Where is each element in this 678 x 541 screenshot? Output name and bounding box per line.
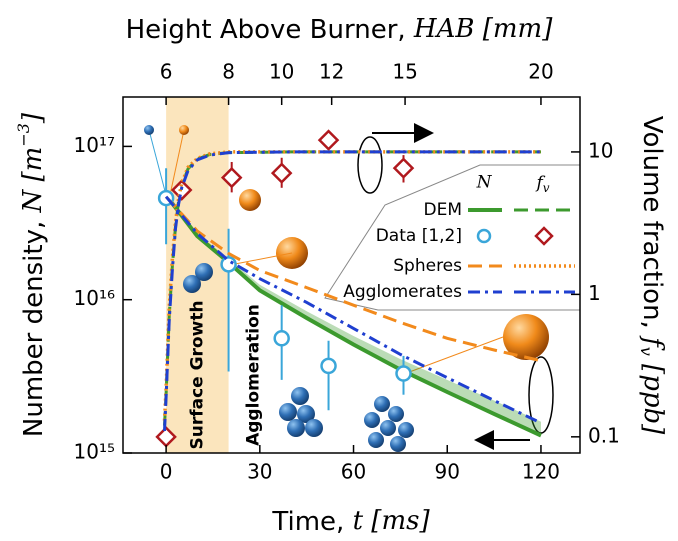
x2-tick-label: 12 <box>319 60 344 84</box>
particle <box>144 125 154 135</box>
x2-tick-label: 20 <box>528 60 553 84</box>
annotation: Agglomeration <box>244 304 264 446</box>
data-diamond <box>317 129 340 151</box>
particle <box>503 314 549 360</box>
fv-line <box>162 150 541 421</box>
data-point <box>320 357 337 375</box>
connector <box>169 129 185 196</box>
y-tick-label: 10¹⁷ <box>74 133 115 157</box>
legend-label: Spheres <box>393 256 462 276</box>
data-point <box>395 365 412 382</box>
y2-tick-label: 10 <box>588 138 613 162</box>
x2-tick-label: 15 <box>392 60 417 84</box>
y-tick-label: 10¹⁶ <box>74 286 115 310</box>
axis-indicator <box>357 136 383 194</box>
legend-header: N <box>476 173 493 193</box>
n-line <box>164 194 542 438</box>
x2-tick-label: 8 <box>222 60 235 84</box>
connector <box>148 129 167 196</box>
y2-tick-label: 0.1 <box>588 423 620 447</box>
plot-frame <box>122 96 581 454</box>
x-tick-label: 120 <box>522 460 560 484</box>
decorations <box>144 123 581 452</box>
fv-line <box>163 150 541 431</box>
x2-tick-label: 10 <box>269 60 294 84</box>
uncertainty-band <box>166 195 541 436</box>
data-point <box>273 330 290 347</box>
data-diamond <box>270 162 293 184</box>
x2-axis-title: Height Above Burner, HAB [mm] <box>126 14 554 45</box>
data-diamond <box>220 166 243 189</box>
data-point <box>220 256 237 273</box>
annotation: Surface Growth <box>187 300 207 449</box>
n-line <box>164 195 542 425</box>
agglomerate <box>279 387 323 437</box>
x-axis-title: Time, t [ms] <box>271 506 430 537</box>
legend-label: Agglomerates <box>343 282 462 302</box>
y-axis-title: Number density, N [m−3] <box>14 112 49 437</box>
data-diamond <box>392 157 415 179</box>
background-layer: Surface Growth Agglomeration <box>166 97 264 453</box>
x-tick-label: 60 <box>341 460 366 484</box>
n-line <box>164 195 542 363</box>
x-tick-label: 30 <box>247 460 272 484</box>
agglomerate <box>364 396 414 452</box>
particle <box>179 125 189 135</box>
plot-layer <box>155 129 542 448</box>
agglomerate <box>183 263 213 293</box>
legend-swatch <box>534 226 554 246</box>
axis-indicator <box>528 356 554 434</box>
x-tick-label: 90 <box>435 460 460 484</box>
connector <box>229 252 293 266</box>
particle <box>239 189 261 211</box>
legend-header: fv <box>534 173 549 195</box>
y2-tick-label: 1 <box>588 281 601 305</box>
legend-swatch <box>476 228 492 244</box>
x-tick-label: 0 <box>160 460 173 484</box>
legend-label: DEM <box>424 200 463 220</box>
legend-label: Data [1,2] <box>376 226 462 246</box>
y-tick-label: 10¹⁵ <box>74 440 115 464</box>
x2-tick-label: 6 <box>160 60 173 84</box>
y2-axis-title: Volume fraction, fv [ppb] <box>638 116 669 435</box>
connector <box>403 336 504 375</box>
